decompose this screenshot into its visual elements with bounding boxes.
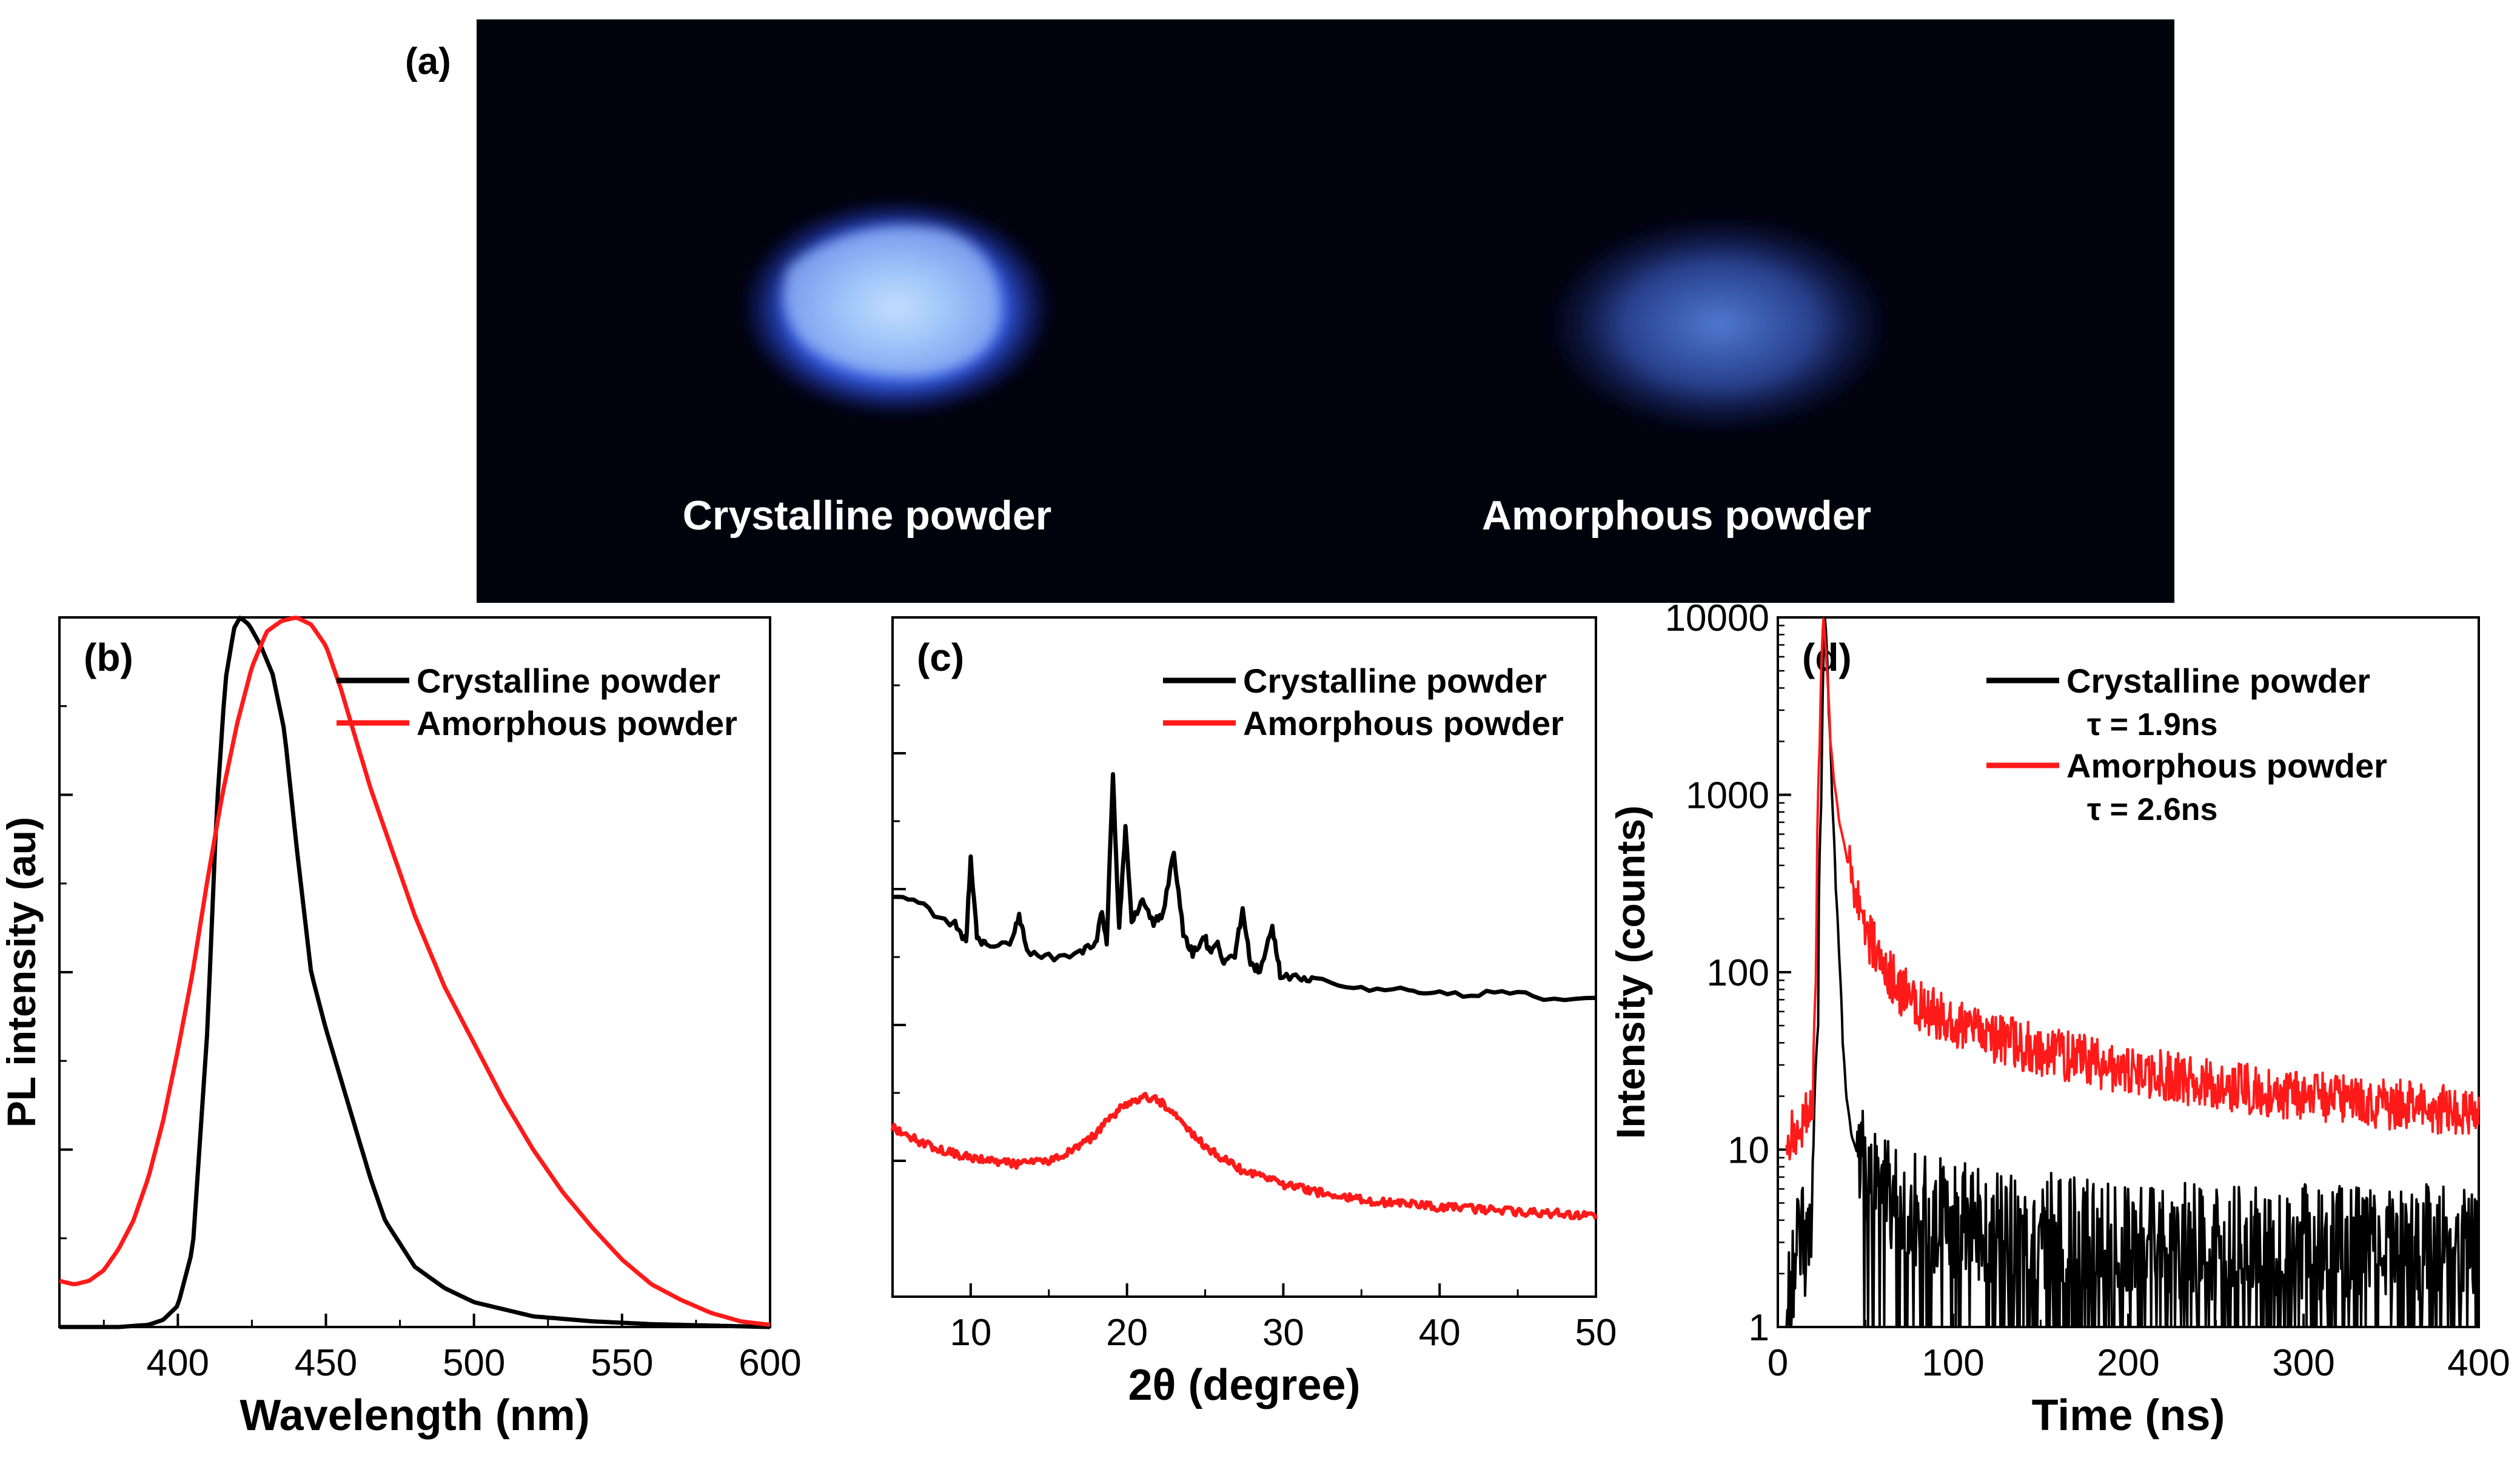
series-line-d-crystalline	[1785, 618, 2480, 1328]
panel-c: 10 20 30 40 50 2θ (degree) (c) Crystalline powd…	[890, 616, 1617, 1409]
panel-b: 400 450 500 550 600 Wavelength (nm) PL intensi…	[0, 616, 802, 1440]
x-axis-label-c: 2θ (degree)	[1128, 1361, 1360, 1409]
y-tick-label-d: 1000	[1686, 775, 1769, 817]
series-line-d-amorphous	[1785, 617, 2480, 1161]
y-tick-label-d: 10	[1727, 1130, 1769, 1172]
x-tick-label-b: 600	[739, 1342, 801, 1384]
x-tick-label-c: 50	[1575, 1312, 1617, 1354]
amorphous-caption: Amorphous powder	[1482, 492, 1871, 539]
legend-annotation-d-0: τ = 1.9ns	[2087, 707, 2217, 742]
x-tick-label-c: 20	[1106, 1312, 1148, 1354]
legend-label-d-0: Crystalline powder	[2066, 662, 2370, 700]
y-axis-label-d: Intensity (counts)	[1608, 805, 1653, 1139]
panel-d: 0 100 200 300 400 1 10 100 1000 10000 Time (ns) Int…	[1608, 597, 2510, 1440]
legend-annotation-d-1: τ = 2.6ns	[2087, 792, 2217, 827]
x-tick-label-c: 10	[950, 1312, 991, 1354]
x-tick-label-b: 400	[147, 1342, 209, 1384]
x-tick-label-d: 0	[1768, 1342, 1788, 1384]
legend-label-c-1: Amorphous powder	[1243, 704, 1564, 742]
legend-label-b-0: Crystalline powder	[417, 662, 720, 700]
crystalline-caption: Crystalline powder	[683, 492, 1051, 539]
x-axis-label-b: Wavelength (nm)	[240, 1391, 589, 1440]
panel-a: (a) Crystalline powder Amorphous powder	[405, 19, 2174, 603]
x-tick-label-d: 300	[2272, 1342, 2334, 1384]
series-line-b-amorphous	[59, 616, 771, 1327]
panel-label-c: (c)	[917, 636, 964, 679]
series-line-c-crystalline	[892, 772, 1597, 1003]
x-tick-label-d: 400	[2447, 1342, 2510, 1384]
y-tick-label-d: 10000	[1665, 597, 1769, 639]
x-tick-label-b: 550	[591, 1342, 653, 1384]
y-tick-label-d: 100	[1707, 952, 1769, 994]
legend-label-c-0: Crystalline powder	[1243, 662, 1547, 700]
series-line-c-amorphous	[890, 1092, 1598, 1221]
panel-label-b: (b)	[84, 636, 133, 679]
x-tick-label-c: 30	[1262, 1312, 1304, 1354]
y-tick-label-d: 1	[1749, 1307, 1769, 1349]
panel-a-label: (a)	[405, 41, 451, 82]
y-axis-label-b: PL intensity (au)	[0, 817, 44, 1127]
x-tick-label-d: 100	[1922, 1342, 1984, 1384]
x-tick-label-b: 500	[443, 1342, 505, 1384]
amorphous-powder-glow	[1545, 213, 1893, 435]
crystalline-powder-glow	[740, 198, 1053, 417]
legend-label-d-1: Amorphous powder	[2066, 747, 2387, 785]
x-axis-label-d: Time (ns)	[2032, 1391, 2225, 1440]
x-tick-label-b: 450	[295, 1342, 357, 1384]
series-line-b-crystalline	[59, 616, 771, 1329]
x-tick-label-c: 40	[1419, 1312, 1461, 1354]
legend-label-b-1: Amorphous powder	[417, 704, 737, 742]
x-tick-label-d: 200	[2097, 1342, 2159, 1384]
